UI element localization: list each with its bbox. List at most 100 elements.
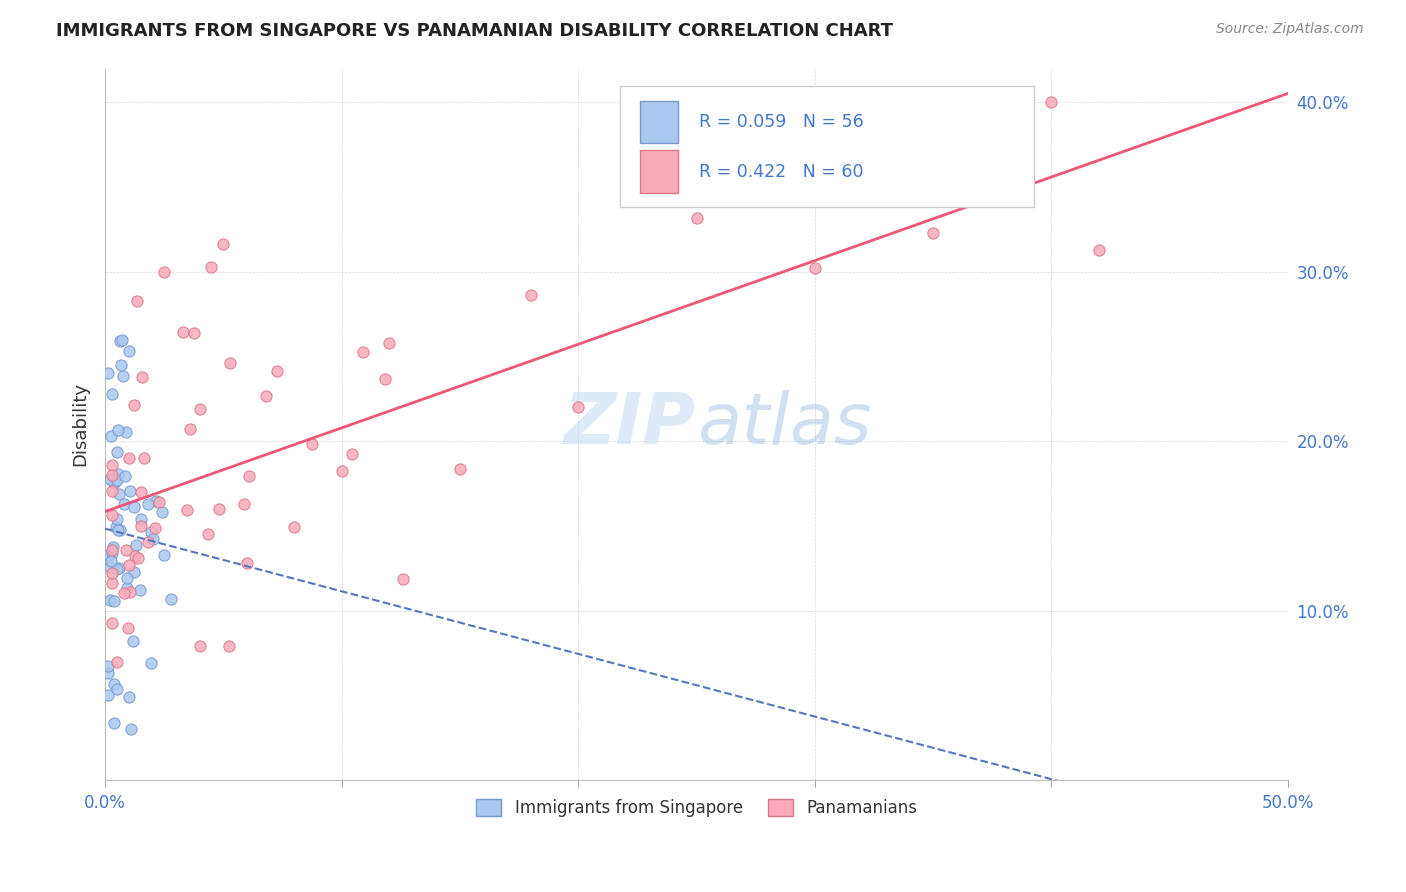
Point bbox=[118, 451, 141, 466]
Point bbox=[101, 458, 124, 472]
Point bbox=[101, 468, 124, 483]
Point bbox=[114, 469, 136, 483]
Point bbox=[218, 356, 240, 370]
Point bbox=[127, 550, 149, 565]
Point bbox=[176, 503, 198, 517]
Point bbox=[112, 498, 135, 512]
Text: IMMIGRANTS FROM SINGAPORE VS PANAMANIAN DISABILITY CORRELATION CHART: IMMIGRANTS FROM SINGAPORE VS PANAMANIAN … bbox=[56, 22, 893, 40]
Point bbox=[101, 387, 124, 401]
Point bbox=[98, 472, 121, 486]
Point bbox=[108, 523, 131, 537]
Point bbox=[107, 467, 129, 481]
Text: ZIP: ZIP bbox=[564, 390, 696, 458]
Point bbox=[129, 485, 152, 500]
Point bbox=[145, 494, 167, 508]
Point bbox=[97, 659, 120, 673]
Point bbox=[101, 615, 124, 630]
Point bbox=[392, 572, 415, 586]
Point bbox=[352, 345, 374, 359]
Point bbox=[105, 511, 128, 525]
Point bbox=[685, 211, 707, 226]
Point bbox=[340, 447, 363, 461]
Text: R = 0.059   N = 56: R = 0.059 N = 56 bbox=[699, 113, 863, 131]
Point bbox=[111, 333, 134, 347]
Point bbox=[108, 560, 131, 574]
Point bbox=[197, 527, 219, 541]
Point bbox=[153, 548, 176, 562]
Point bbox=[301, 436, 323, 450]
Point bbox=[103, 677, 125, 691]
Point bbox=[105, 562, 128, 576]
Point bbox=[112, 586, 135, 600]
Point bbox=[103, 715, 125, 730]
Point bbox=[183, 326, 205, 341]
Point bbox=[105, 682, 128, 697]
Point bbox=[107, 473, 129, 487]
Point bbox=[200, 260, 222, 274]
Point bbox=[118, 690, 141, 705]
Point bbox=[922, 226, 945, 240]
Point bbox=[105, 655, 128, 669]
Point bbox=[283, 520, 305, 534]
Point bbox=[111, 368, 134, 383]
Point bbox=[107, 523, 129, 537]
Point bbox=[520, 288, 543, 302]
Point bbox=[330, 464, 353, 478]
Point bbox=[1087, 243, 1109, 257]
Point bbox=[374, 372, 396, 386]
Point bbox=[208, 501, 231, 516]
Point bbox=[115, 581, 138, 595]
Text: R = 0.422   N = 60: R = 0.422 N = 60 bbox=[699, 162, 863, 181]
Point bbox=[238, 468, 260, 483]
Point bbox=[101, 483, 124, 498]
Point bbox=[141, 533, 163, 547]
Point bbox=[101, 566, 124, 581]
Point bbox=[100, 429, 122, 443]
Point bbox=[101, 542, 124, 557]
Point bbox=[139, 656, 162, 670]
Point bbox=[212, 236, 235, 251]
Point bbox=[118, 558, 141, 572]
Point bbox=[110, 334, 132, 348]
Point bbox=[188, 402, 211, 417]
Point bbox=[108, 487, 131, 501]
Point bbox=[254, 389, 277, 403]
Text: Source: ZipAtlas.com: Source: ZipAtlas.com bbox=[1216, 22, 1364, 37]
Point bbox=[97, 367, 120, 381]
Point bbox=[378, 336, 401, 351]
Point bbox=[115, 571, 138, 585]
Point bbox=[122, 500, 145, 514]
Point bbox=[1040, 95, 1063, 110]
Point bbox=[103, 593, 125, 607]
Point bbox=[103, 476, 125, 491]
Point bbox=[129, 519, 152, 533]
Point bbox=[115, 425, 138, 439]
Point bbox=[118, 484, 141, 499]
Point bbox=[136, 535, 159, 549]
Point bbox=[97, 549, 120, 563]
Point bbox=[122, 398, 145, 412]
Point bbox=[129, 511, 152, 525]
Point bbox=[136, 497, 159, 511]
Point bbox=[143, 521, 166, 535]
Point bbox=[117, 621, 139, 635]
Point bbox=[103, 541, 125, 555]
Point bbox=[172, 326, 194, 340]
FancyBboxPatch shape bbox=[640, 151, 678, 193]
Legend: Immigrants from Singapore, Panamanians: Immigrants from Singapore, Panamanians bbox=[468, 790, 925, 825]
Point bbox=[131, 370, 153, 384]
Point bbox=[100, 546, 122, 560]
Point bbox=[122, 565, 145, 579]
Point bbox=[449, 462, 471, 476]
Point bbox=[266, 363, 288, 377]
FancyBboxPatch shape bbox=[620, 87, 1033, 207]
Point bbox=[233, 497, 256, 511]
Point bbox=[125, 537, 148, 551]
Point bbox=[110, 358, 132, 372]
Point bbox=[125, 294, 148, 309]
Point bbox=[128, 582, 150, 597]
Point bbox=[121, 723, 143, 737]
Point bbox=[101, 576, 124, 591]
Point bbox=[122, 634, 145, 648]
Point bbox=[98, 593, 121, 607]
